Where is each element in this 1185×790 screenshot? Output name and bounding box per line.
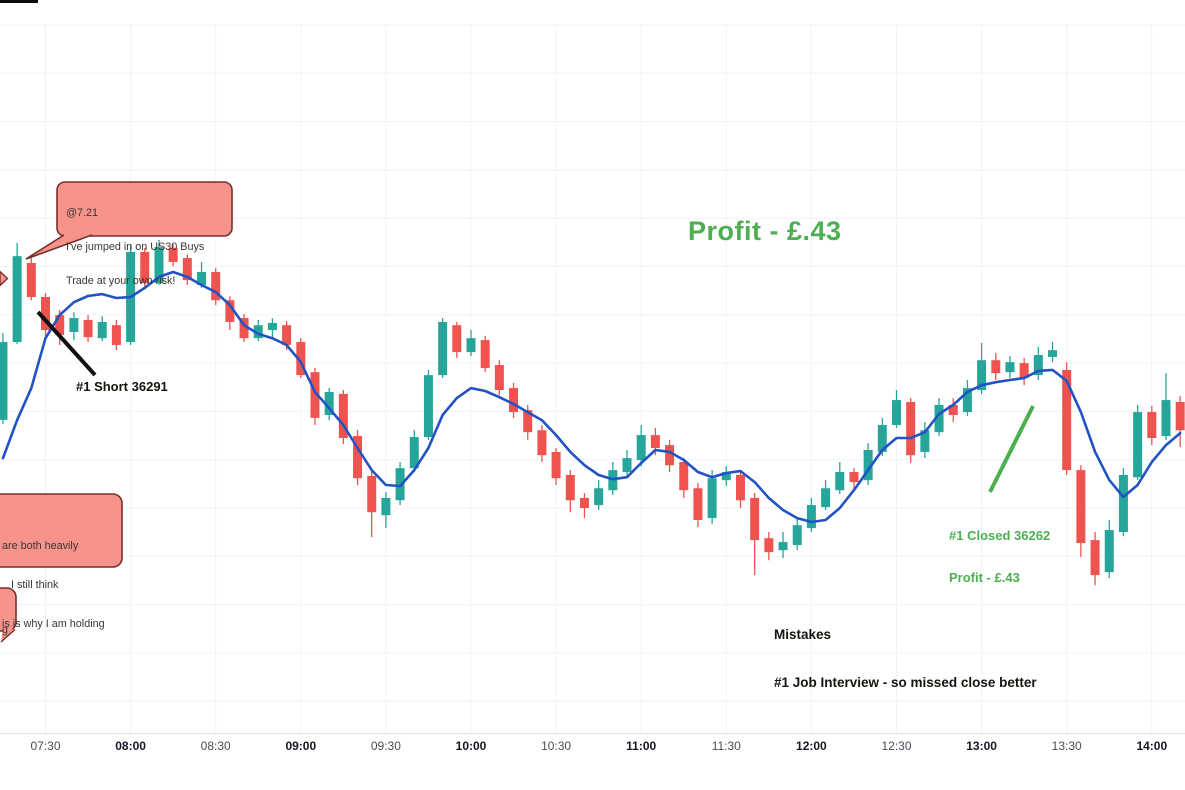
- time-label: 08:00: [115, 739, 146, 753]
- time-label: 10:00: [455, 739, 487, 753]
- candlestick-series: [0, 239, 1185, 586]
- callout-bubble-top-text: @7.21 I've jumped in on US30 Buys Trade …: [66, 207, 205, 287]
- callout-bubble-top[interactable]: [25, 181, 233, 260]
- close-trade-arrow-line[interactable]: [988, 405, 1035, 493]
- time-label: 13:30: [1051, 739, 1082, 753]
- callout-tail-left-edge[interactable]: [0, 270, 9, 287]
- callout-bubble-left-a[interactable]: [0, 493, 123, 568]
- time-label: 11:00: [626, 739, 657, 753]
- time-label: 10:30: [541, 739, 572, 753]
- topleft-drawing-fragment[interactable]: [0, 0, 38, 3]
- mistakes-note[interactable]: Mistakes #1 Job Interview - so missed cl…: [774, 595, 1037, 723]
- time-label: 08:30: [200, 739, 231, 753]
- time-axis[interactable]: 07:30 08:00 08:30 09:00 09:30 10:00 10:30 11:00…: [0, 733, 1185, 790]
- close-trade-label-line2: Profit - £.43: [949, 570, 1020, 585]
- vertical-gridlines: [45, 25, 1153, 733]
- time-label: 11:30: [711, 739, 741, 753]
- time-label: 12:00: [796, 739, 827, 753]
- time-label: 12:30: [881, 739, 912, 753]
- callout-bubble-left-b-text: g: [2, 624, 9, 637]
- mistakes-note-line1: Mistakes: [774, 627, 832, 642]
- short-entry-label[interactable]: #1 Short 36291: [76, 379, 168, 394]
- close-trade-label-line1: #1 Closed 36262: [949, 528, 1051, 543]
- time-label: 09:00: [285, 739, 317, 753]
- time-label: 07:30: [30, 739, 61, 753]
- profit-banner-text[interactable]: Profit - £.43: [688, 216, 842, 246]
- time-label: 13:00: [966, 739, 997, 753]
- short-entry-arrow-line[interactable]: [36, 310, 97, 377]
- moving-average-line[interactable]: [1, 270, 1182, 524]
- close-trade-label[interactable]: #1 Closed 36262 Profit - £.43: [949, 501, 1050, 613]
- callout-bubble-left-b[interactable]: [0, 587, 17, 643]
- mistakes-note-line2: #1 Job Interview - so missed close bette…: [774, 675, 1037, 690]
- time-label: 09:30: [370, 739, 401, 753]
- time-label: 14:00: [1136, 739, 1168, 753]
- callout-bubble-left-a-text: are both heavily I still think is is why…: [2, 540, 105, 630]
- horizontal-gridlines: [0, 24, 1185, 702]
